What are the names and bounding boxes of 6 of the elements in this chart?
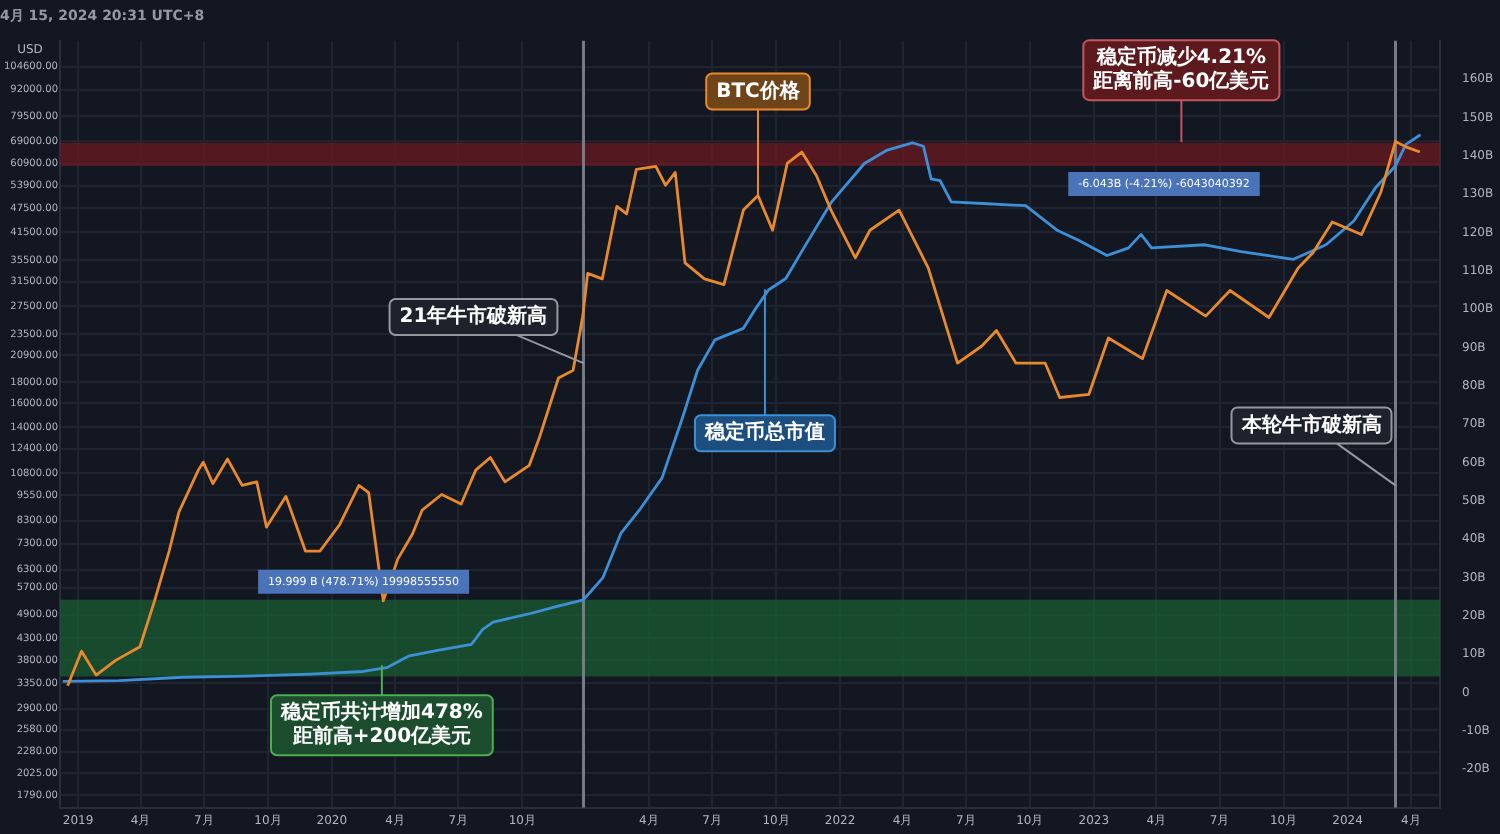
annotation: 21年牛市破新高	[399, 304, 548, 329]
annotation: 稳定币共计增加478% 距前高+200亿美元	[278, 700, 483, 749]
annotation: 本轮牛市破新高	[1239, 412, 1382, 437]
annotation: 稳定币总市值	[702, 420, 825, 445]
annotation: BTC价格	[716, 78, 802, 103]
annotation: 稳定币减少4.21% 距离前高-60亿美元	[1091, 45, 1270, 94]
